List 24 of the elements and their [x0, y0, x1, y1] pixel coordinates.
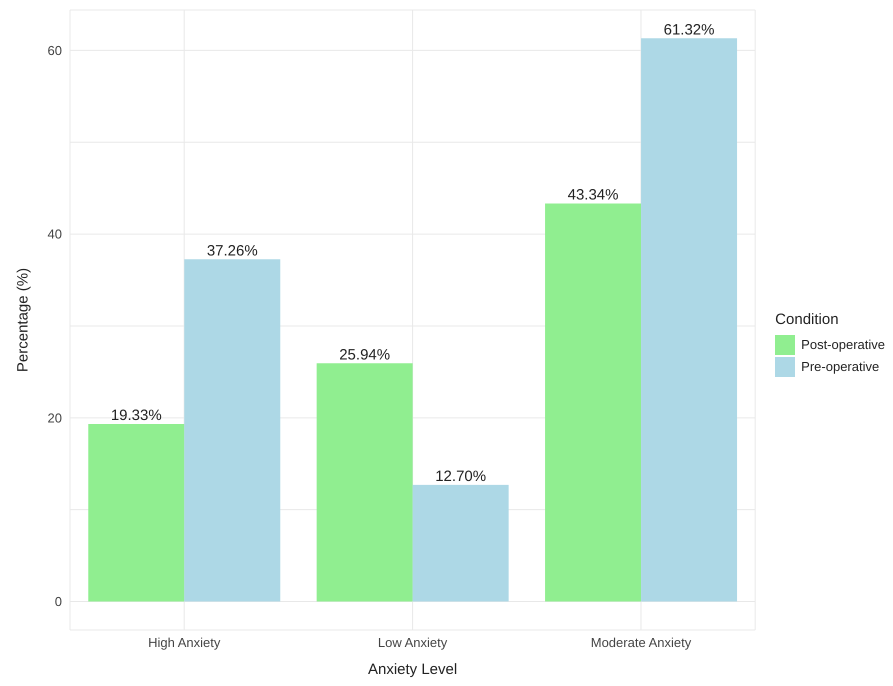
data-label: 19.33%: [110, 406, 162, 424]
legend-label: Post-operative: [801, 337, 885, 352]
bar: [184, 259, 280, 602]
bar: [545, 203, 642, 602]
legend-label: Pre-operative: [801, 359, 880, 374]
data-label: 43.34%: [568, 186, 618, 204]
x-tick-label: Low Anxiety: [378, 635, 448, 650]
y-tick-label: 20: [48, 410, 62, 426]
y-tick-label: 40: [48, 226, 62, 242]
y-tick-label: 0: [54, 594, 62, 610]
data-label: 61.32%: [664, 21, 714, 38]
x-tick-label: High Anxiety: [148, 635, 221, 650]
x-tick-label: Moderate Anxiety: [590, 635, 692, 650]
data-label: 12.70%: [435, 468, 486, 485]
bar: [641, 38, 738, 602]
x-axis-title: Anxiety Level: [368, 661, 458, 678]
y-tick-label: 60: [48, 43, 62, 58]
data-label: 25.94%: [339, 346, 390, 364]
y-axis-title: Percentage (%): [14, 268, 32, 372]
bar: [412, 484, 509, 602]
bar: [316, 363, 413, 602]
data-label: 37.26%: [206, 242, 258, 260]
legend-title: Condition: [775, 310, 840, 328]
bar: [88, 424, 184, 602]
